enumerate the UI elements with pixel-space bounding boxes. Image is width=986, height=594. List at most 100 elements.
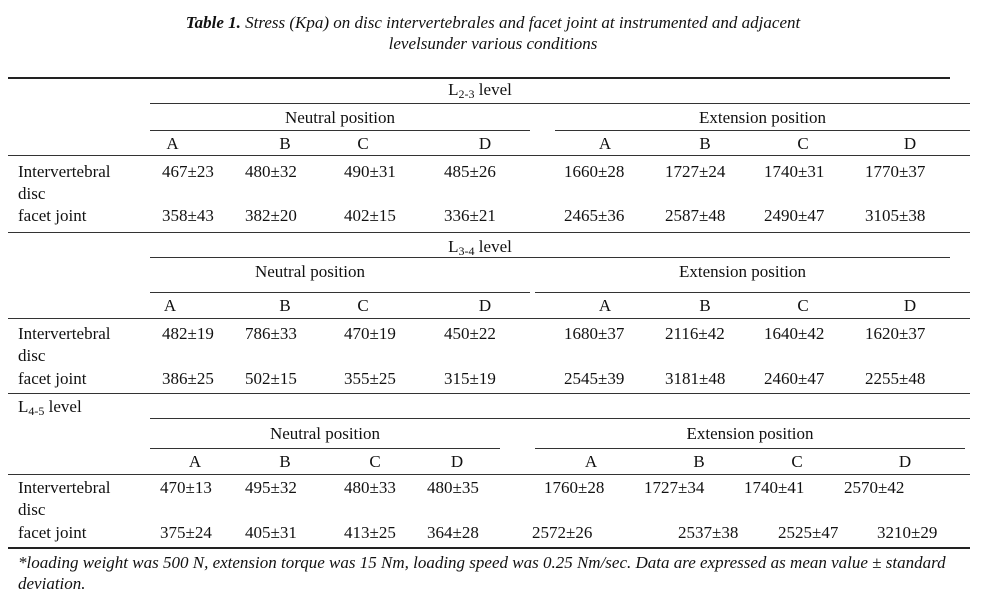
group-extension-position: Extension position	[698, 108, 827, 127]
row-label-disc: disc	[18, 184, 46, 203]
table-cell: 3105±38	[865, 206, 926, 225]
table-cell: 413±25	[344, 523, 396, 542]
table-cell: 375±24	[160, 523, 212, 542]
table-cell: 1760±28	[544, 478, 605, 497]
column-header: B	[693, 452, 705, 471]
table-cell: 3210±29	[877, 523, 938, 542]
column-header: B	[699, 296, 711, 315]
table-cell: 405±31	[245, 523, 297, 542]
table-caption: Table 1. Stress (Kpa) on disc interverte…	[0, 12, 986, 54]
row-label-facet-joint: facet joint	[18, 206, 87, 225]
table-cell: 480±35	[427, 478, 479, 497]
table-cell: 1740±31	[764, 162, 825, 181]
column-header: D	[478, 134, 492, 153]
column-header: B	[699, 134, 711, 153]
caption-text-line2: levelsunder various conditions	[388, 34, 598, 53]
column-header: D	[903, 296, 917, 315]
column-header: C	[797, 296, 809, 315]
table-cell: 2460±47	[764, 369, 825, 388]
table-cell: 2255±48	[865, 369, 926, 388]
row-label-facet-joint: facet joint	[18, 523, 87, 542]
column-header: D	[478, 296, 492, 315]
column-header: A	[598, 134, 612, 153]
table-cell: 2525±47	[778, 523, 839, 542]
table-cell: 2537±38	[678, 523, 739, 542]
group-neutral-position: Neutral position	[254, 262, 365, 281]
column-header: C	[369, 452, 381, 471]
rule	[8, 474, 970, 475]
column-header: A	[188, 452, 202, 471]
rule	[150, 418, 970, 419]
table-cell: 1620±37	[865, 324, 926, 343]
table-cell: 2572±26	[532, 523, 593, 542]
caption-label: Table 1.	[185, 13, 241, 32]
group-neutral-position: Neutral position	[284, 108, 395, 127]
table-top-rule	[8, 77, 950, 79]
column-header: B	[279, 134, 291, 153]
table-cell: 2545±39	[564, 369, 625, 388]
column-header: B	[279, 296, 291, 315]
column-header: D	[898, 452, 912, 471]
column-header: C	[357, 296, 369, 315]
table-bottom-rule	[8, 547, 970, 549]
row-label-intervertebral: Intervertebral	[18, 478, 111, 497]
table-cell: 786±33	[245, 324, 297, 343]
table-cell: 502±15	[245, 369, 297, 388]
column-header: D	[903, 134, 917, 153]
rule	[8, 155, 970, 156]
table-cell: 336±21	[444, 206, 496, 225]
level-heading-l34: L3-4 level	[448, 237, 512, 258]
table-cell: 480±32	[245, 162, 297, 181]
table-cell: 402±15	[344, 206, 396, 225]
table-cell: 467±23	[162, 162, 214, 181]
table-cell: 490±31	[344, 162, 396, 181]
table-footnote: *loading weight was 500 N, extension tor…	[18, 553, 946, 593]
column-header: B	[279, 452, 291, 471]
table-cell: 1770±37	[865, 162, 926, 181]
table-cell: 480±33	[344, 478, 396, 497]
rule	[150, 448, 500, 449]
rule	[8, 232, 970, 233]
caption-text-line1: Stress (Kpa) on disc intervertebrales an…	[245, 13, 801, 32]
table-cell: 485±26	[444, 162, 496, 181]
table-cell: 470±13	[160, 478, 212, 497]
table-cell: 382±20	[245, 206, 297, 225]
table-cell: 1727±24	[665, 162, 726, 181]
table-cell: 2570±42	[844, 478, 905, 497]
group-neutral-position: Neutral position	[269, 424, 380, 443]
table-cell: 2465±36	[564, 206, 625, 225]
group-extension-position: Extension position	[678, 262, 807, 281]
column-header: A	[598, 296, 612, 315]
rule	[8, 393, 970, 394]
table-cell: 450±22	[444, 324, 496, 343]
table-cell: 386±25	[162, 369, 214, 388]
table-cell: 1680±37	[564, 324, 625, 343]
column-header: C	[357, 134, 369, 153]
table-cell: 2490±47	[764, 206, 825, 225]
rule	[150, 103, 970, 104]
table-cell: 1660±28	[564, 162, 625, 181]
row-label-intervertebral: Intervertebral	[18, 162, 111, 181]
table-cell: 1727±34	[644, 478, 705, 497]
rule	[535, 448, 965, 449]
rule	[150, 257, 950, 258]
column-header: C	[791, 452, 803, 471]
table-cell: 1640±42	[764, 324, 825, 343]
row-label-facet-joint: facet joint	[18, 369, 87, 388]
table-cell: 3181±48	[665, 369, 726, 388]
column-header: C	[797, 134, 809, 153]
group-extension-position: Extension position	[686, 424, 814, 443]
level-heading-l23: L2-3 level	[448, 80, 512, 101]
table-cell: 315±19	[444, 369, 496, 388]
table-cell: 2116±42	[665, 324, 725, 343]
rule	[8, 318, 970, 319]
column-header: A	[163, 296, 177, 315]
table-cell: 495±32	[245, 478, 297, 497]
rule	[150, 130, 530, 131]
column-header: A	[166, 134, 179, 153]
table-cell: 355±25	[344, 369, 396, 388]
table-cell: 1740±41	[744, 478, 805, 497]
rule	[535, 292, 970, 293]
column-header: A	[584, 452, 598, 471]
row-label-disc: disc	[18, 346, 46, 365]
